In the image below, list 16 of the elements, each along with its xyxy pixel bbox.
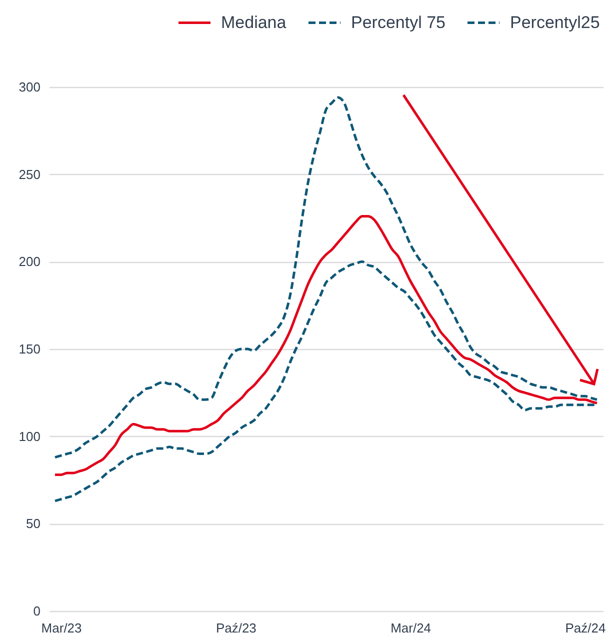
y-tick-label: 150 — [18, 342, 40, 356]
y-tick-label: 300 — [18, 80, 40, 94]
legend-label: Mediana — [221, 12, 287, 32]
line-series — [54, 96, 598, 459]
x-tick-label: Paź/24 — [565, 620, 606, 635]
y-tick-label: 50 — [26, 516, 40, 532]
line-series — [54, 215, 598, 476]
legend-label: Percentyl25 — [510, 12, 600, 32]
y-tick-label: 200 — [18, 254, 40, 270]
x-tick-label: Paź/23 — [216, 620, 256, 635]
y-tick-label: 100 — [18, 428, 40, 444]
legend-label: Percentyl 75 — [351, 12, 446, 32]
x-tick-label: Mar/23 — [41, 620, 82, 635]
y-tick-label: 0 — [33, 604, 40, 618]
x-tick-label: Mar/24 — [390, 620, 432, 635]
y-tick-label: 250 — [18, 166, 40, 182]
